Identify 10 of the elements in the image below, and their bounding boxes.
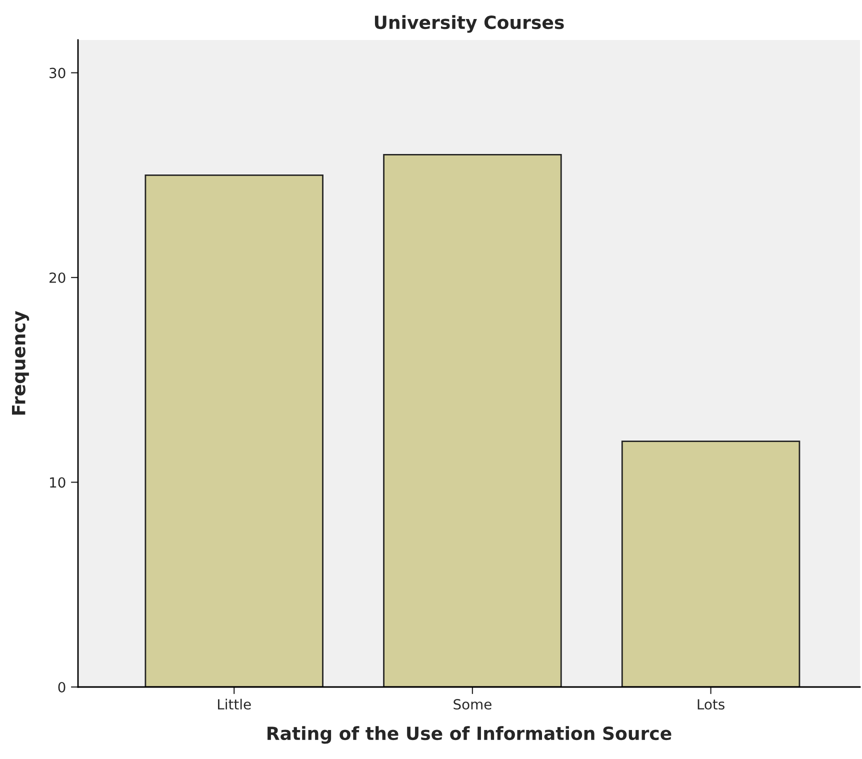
x-axis-title: Rating of the Use of Information Source — [268, 726, 672, 744]
x-tick-label: Some — [454, 699, 492, 710]
y-tick-label: 30 — [50, 68, 66, 78]
chart-title: University Courses — [374, 15, 564, 33]
y-tick-label: 0 — [58, 682, 66, 692]
y-tick-label: 20 — [50, 272, 66, 283]
x-tick-label: Lots — [698, 699, 724, 710]
x-tick-label: Little — [218, 698, 251, 710]
y-axis-title: Frequency — [12, 310, 30, 415]
y-tick-label: 10 — [50, 477, 66, 488]
